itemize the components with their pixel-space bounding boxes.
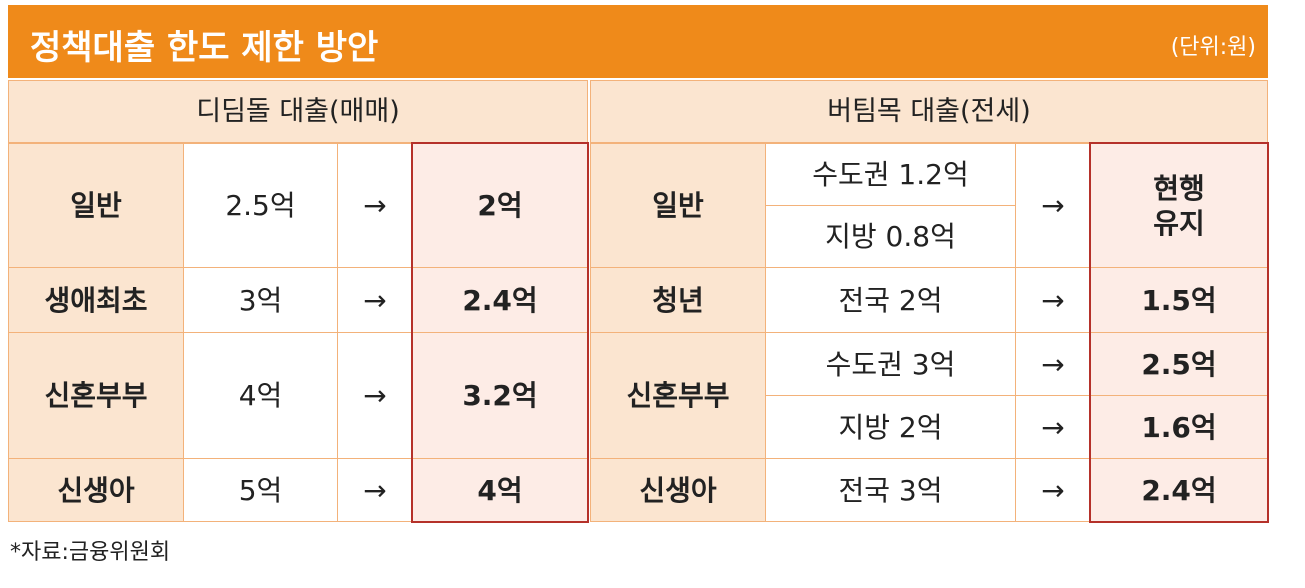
row-label: 신혼부부 — [8, 332, 184, 459]
new-limit: 현행 유지 — [1090, 143, 1268, 268]
unit: (단위:원) — [1170, 35, 1256, 60]
new-limit: 2억 — [412, 143, 588, 268]
current-limit: 지방 0.8억 — [765, 205, 1016, 268]
arrow: → — [337, 458, 413, 522]
row-label: 일반 — [8, 143, 184, 268]
row-label: 신생아 — [8, 458, 184, 522]
current-limit: 전국 2억 — [765, 267, 1016, 333]
arrow: → — [337, 332, 413, 459]
arrow: → — [1015, 458, 1091, 522]
title: 정책대출 한도 제한 방안 — [30, 28, 379, 68]
arrow: → — [1015, 267, 1091, 333]
arrow: → — [1015, 332, 1091, 396]
title-bar: 정책대출 한도 제한 방안 (단위:원) — [8, 5, 1268, 78]
arrow: → — [337, 267, 413, 333]
current-limit: 2.5억 — [183, 143, 338, 268]
new-limit: 1.5억 — [1090, 267, 1268, 333]
row-label: 청년 — [590, 267, 766, 333]
current-limit: 지방 2억 — [765, 395, 1016, 459]
arrow: → — [1015, 143, 1091, 268]
column-header: 디딤돌 대출(매매) — [8, 80, 588, 143]
new-limit: 2.5억 — [1090, 332, 1268, 396]
new-limit: 2.4억 — [1090, 458, 1268, 522]
current-limit: 5억 — [183, 458, 338, 522]
new-limit: 3.2억 — [412, 332, 588, 459]
row-label: 일반 — [590, 143, 766, 268]
new-limit: 4억 — [412, 458, 588, 522]
column-header: 버팀목 대출(전세) — [590, 80, 1268, 143]
row-label: 신생아 — [590, 458, 766, 522]
current-limit: 수도권 1.2억 — [765, 143, 1016, 206]
row-label: 신혼부부 — [590, 332, 766, 459]
new-limit: 2.4억 — [412, 267, 588, 333]
arrow: → — [337, 143, 413, 268]
current-limit: 수도권 3억 — [765, 332, 1016, 396]
new-limit: 1.6억 — [1090, 395, 1268, 459]
source: *자료:금융위원회 — [10, 540, 171, 565]
current-limit: 4억 — [183, 332, 338, 459]
current-limit: 전국 3억 — [765, 458, 1016, 522]
current-limit: 3억 — [183, 267, 338, 333]
row-label: 생애최초 — [8, 267, 184, 333]
arrow: → — [1015, 395, 1091, 459]
